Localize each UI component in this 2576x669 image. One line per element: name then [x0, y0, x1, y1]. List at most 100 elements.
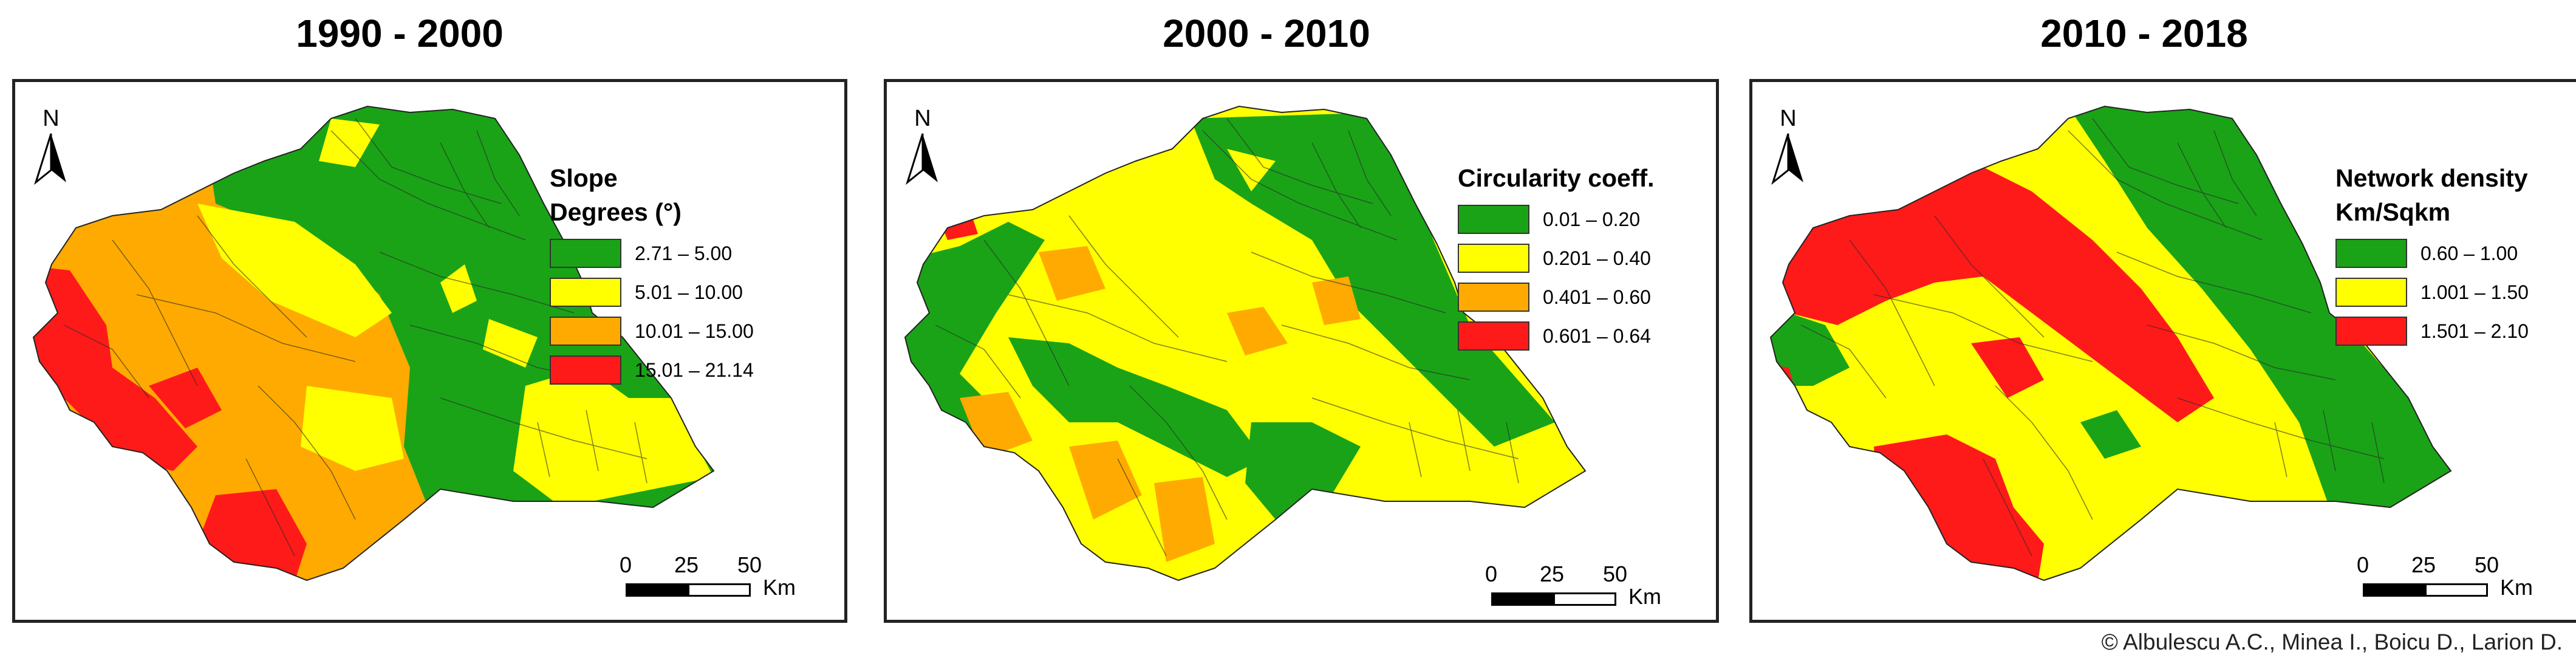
map-panel-circularity: N Circularity coeff. 0.01 – 0.20 0.201 –… [884, 79, 1719, 623]
circularity-orange-zone-4 [1227, 307, 1288, 355]
legend-row: 0.201 – 0.40 [1458, 239, 1655, 278]
slope-red-zone-central [149, 368, 222, 428]
scale-unit: Km [2500, 575, 2533, 600]
scale-bar-white-segment [2425, 583, 2488, 597]
legend-row: 15.01 – 21.14 [550, 351, 754, 389]
panel-3-title: 2010 - 2018 [2040, 12, 2248, 55]
legend-swatch-green [2335, 239, 2407, 268]
scale-tick: 0 [1485, 561, 1498, 586]
legend-title: Slope [550, 164, 618, 192]
legend-title: Network density [2335, 164, 2528, 192]
legend-slope: Slope Degrees (°) 2.71 – 5.00 5.01 – 10.… [550, 161, 754, 389]
scale-tick: 0 [2357, 552, 2369, 577]
circularity-orange-zone-6 [984, 532, 1063, 580]
legend-swatch-red [550, 355, 621, 385]
basin-outline [904, 105, 1587, 582]
legend-swatch-orange [1458, 283, 1529, 312]
legend-subtitle: Km/Sqkm [2335, 198, 2451, 226]
legend-label: 0.60 – 1.00 [2421, 242, 2518, 264]
circularity-green-zone-south [1245, 422, 1361, 520]
legend-row: 0.401 – 0.60 [1458, 278, 1655, 317]
legend-title: Circularity coeff. [1458, 164, 1655, 192]
scale-tick: 50 [737, 552, 762, 577]
legend-network-density: Network density Km/Sqkm 0.60 – 1.00 1.00… [2335, 161, 2529, 351]
scale-tick: 25 [1540, 561, 1565, 586]
legend-label: 10.01 – 15.00 [635, 320, 754, 342]
legend-label: 0.01 – 0.20 [1543, 208, 1641, 230]
scale-bar-white-segment [688, 583, 751, 597]
network-density-green-zone-east [2068, 106, 2451, 507]
legend-swatch-yellow [1458, 244, 1529, 273]
scale-tick: 50 [1603, 561, 1628, 586]
legend-swatch-yellow [550, 278, 621, 307]
circularity-orange-zone-7 [1312, 276, 1361, 325]
circularity-orange-zone-5 [1154, 477, 1215, 562]
scale-unit: Km [763, 575, 796, 600]
legend-label: 0.201 – 0.40 [1543, 247, 1651, 269]
legend-row: 5.01 – 10.00 [550, 273, 754, 312]
legend-label: 15.01 – 21.14 [635, 359, 754, 381]
north-label: N [914, 106, 931, 131]
legend-swatch-yellow [2335, 278, 2407, 307]
basin-outline [32, 105, 715, 582]
legend-row: 2.71 – 5.00 [550, 234, 754, 273]
legend-swatch-green [550, 239, 621, 268]
circularity-green-zone-northeast [1191, 112, 1555, 447]
slope-yellow-zone-east [513, 368, 714, 507]
circularity-red-zone [935, 197, 978, 240]
slope-red-zone-south [197, 489, 307, 580]
north-arrow: N [901, 106, 944, 188]
north-label: N [1780, 106, 1797, 131]
scale-tick: 50 [2475, 552, 2499, 577]
network-density-map [1769, 105, 2452, 582]
map-panel-slope: N Slope Degrees (°) 2.71 – 5.00 5.01 – 1… [12, 79, 847, 623]
legend-swatch-orange [550, 317, 621, 346]
circularity-green-zone-central [1008, 337, 1263, 477]
north-label: N [43, 106, 60, 131]
north-arrow-icon [34, 133, 66, 185]
legend-label: 1.501 – 2.10 [2421, 320, 2529, 342]
scale-bar-black-segment [626, 583, 689, 597]
subbasin-boundaries [935, 118, 1519, 557]
network-density-red-zone-north [1771, 167, 2214, 422]
copyright-credit: © Albulescu A.C., Minea I., Boicu D., La… [2101, 630, 2563, 654]
circularity-orange-zone-3 [1069, 441, 1142, 520]
legend-row: 0.01 – 0.20 [1458, 200, 1655, 239]
scale-bar: 0 25 50 Km [2357, 553, 2575, 620]
circularity-map [904, 105, 1587, 582]
panel-1-title: 1990 - 2000 [296, 12, 504, 55]
legend-label: 0.601 – 0.64 [1543, 324, 1651, 347]
circularity-orange-zone-1 [1039, 246, 1105, 301]
scale-bar: 0 25 50 Km [1485, 561, 1704, 620]
north-arrow-icon [906, 133, 938, 185]
scale-unit: Km [1628, 584, 1661, 609]
scale-tick: 25 [674, 552, 699, 577]
legend-label: 0.401 – 0.60 [1543, 286, 1651, 308]
scale-tick: 25 [2411, 552, 2436, 577]
north-arrow: N [1767, 106, 1809, 188]
subbasin-boundaries [63, 118, 647, 557]
panel-2-title: 2000 - 2010 [1163, 12, 1370, 55]
slope-yellow-zone-mid [483, 319, 538, 368]
scale-bar-black-segment [2363, 583, 2426, 597]
legend-row: 10.01 – 15.00 [550, 312, 754, 351]
subbasin-boundaries [1800, 118, 2385, 557]
legend-row: 0.60 – 1.00 [2335, 234, 2529, 273]
slope-yellow-zone-small [440, 264, 477, 313]
legend-label: 2.71 – 5.00 [635, 242, 733, 264]
north-arrow: N [30, 106, 72, 188]
scale-bar-black-segment [1491, 592, 1554, 606]
legend-row: 1.001 – 1.50 [2335, 273, 2529, 312]
legend-swatch-red [1458, 321, 1529, 351]
scale-bar-white-segment [1553, 592, 1616, 606]
legend-row: 0.601 – 0.64 [1458, 317, 1655, 355]
legend-subtitle: Degrees (°) [550, 198, 682, 226]
network-density-green-zone-south [2080, 410, 2141, 459]
legend-label: 5.01 – 10.00 [635, 281, 743, 303]
slope-yellow-zone-central [301, 386, 404, 471]
network-density-red-zone-central [1971, 337, 2044, 398]
map-panel-network-density: N Network density Km/Sqkm 0.60 – 1.00 1.… [1749, 79, 2576, 623]
legend-circularity: Circularity coeff. 0.01 – 0.20 0.201 – 0… [1458, 161, 1655, 355]
scale-bar: 0 25 50 Km [620, 553, 838, 620]
slope-red-zone-west [33, 264, 197, 471]
